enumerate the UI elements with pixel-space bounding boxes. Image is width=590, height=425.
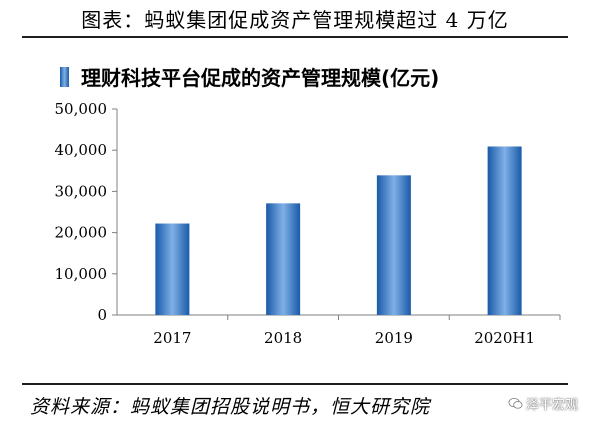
x-tick-label: 2018	[264, 329, 302, 347]
x-tick-label: 2017	[153, 329, 191, 347]
wechat-icon	[508, 397, 523, 409]
tick-labels: 0 10,000 20,000 30,000 40,000 50,000 2017 2018 2…	[55, 100, 536, 347]
bar-2018	[266, 203, 301, 315]
bar-2017	[155, 223, 190, 315]
y-tick-label: 20,000	[55, 224, 108, 242]
x-tick-label: 2020H1	[474, 329, 535, 347]
legend-label: 理财科技平台促成的资产管理规模(亿元)	[81, 66, 440, 90]
legend: 理财科技平台促成的资产管理规模(亿元)	[60, 62, 439, 91]
y-tick-label: 30,000	[55, 182, 108, 200]
bar-2019	[376, 175, 411, 315]
bar-2020H1	[487, 146, 522, 315]
source-note: 资料来源：蚂蚁集团招股说明书，恒大研究院	[30, 396, 431, 418]
title-rule	[22, 36, 568, 38]
watermark-text: 泽平宏观	[525, 398, 578, 413]
axes	[112, 108, 561, 320]
y-tick-label: 0	[97, 306, 107, 324]
x-tick-label: 2019	[375, 329, 413, 347]
legend-swatch	[60, 66, 69, 87]
footer-rule	[22, 383, 568, 385]
y-tick-label: 10,000	[55, 265, 108, 283]
bars	[155, 146, 522, 315]
y-tick-label: 40,000	[55, 141, 108, 159]
watermark: 泽平宏观	[508, 394, 578, 413]
chart-title: 图表：蚂蚁集团促成资产管理规模超过 4 万亿	[81, 8, 509, 32]
y-tick-label: 50,000	[55, 100, 108, 118]
